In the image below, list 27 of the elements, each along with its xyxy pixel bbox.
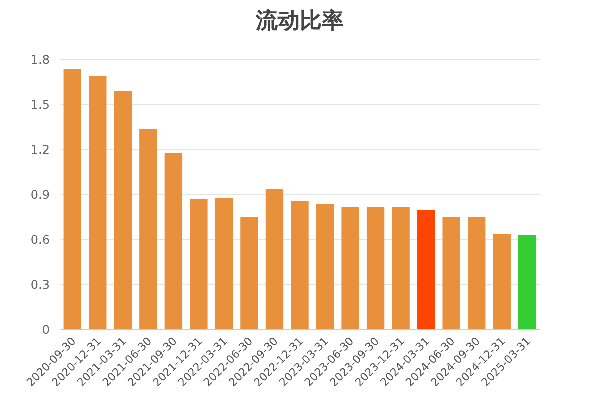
y-tick-label: 0 <box>42 323 50 337</box>
y-tick-label: 1.5 <box>30 98 50 112</box>
bar <box>342 207 360 330</box>
bar <box>215 198 234 330</box>
bar <box>240 218 258 330</box>
bar <box>64 69 82 330</box>
bar <box>164 153 183 330</box>
y-tick-label: 1.2 <box>30 143 50 157</box>
bar <box>291 201 309 330</box>
bar <box>140 129 158 330</box>
y-tick-label: 0.9 <box>30 188 50 202</box>
bar <box>468 218 486 330</box>
y-tick-label: 0.6 <box>30 233 50 247</box>
y-tick-label: 0.3 <box>30 278 50 292</box>
bar <box>417 210 436 330</box>
bar <box>190 200 208 330</box>
bar <box>392 207 410 330</box>
chart-title: 流动比率 <box>255 8 344 34</box>
y-tick-label: 1.8 <box>30 53 50 67</box>
bar <box>114 92 132 330</box>
bar <box>316 204 334 330</box>
bar <box>89 76 107 330</box>
bar <box>442 218 460 330</box>
bar <box>518 236 536 330</box>
bar <box>266 189 284 330</box>
bar <box>366 207 385 330</box>
bar <box>493 234 511 330</box>
